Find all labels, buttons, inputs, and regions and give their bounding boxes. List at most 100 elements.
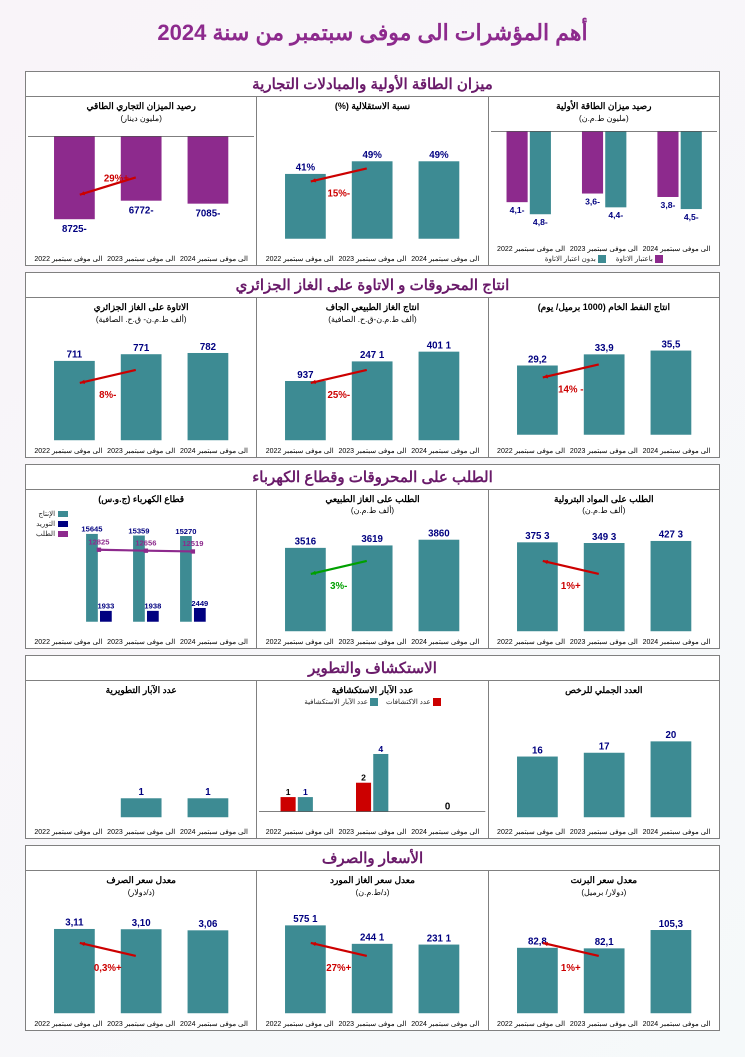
chart-cell: معدل سعر الغاز المورد (د/ط.م.ن) 1 2311 244…: [256, 871, 487, 1029]
chart-cell: معدل سعر البرنت(دولار/ برميل)105,382,182…: [488, 871, 719, 1029]
svg-text:-4,1: -4,1: [509, 205, 524, 215]
svg-text:1: 1: [205, 787, 211, 798]
chart-cell: رصيد ميزان الطاقة الأولية(مليون ط.م.ن)-3…: [488, 97, 719, 265]
x-label: الى موفى سبتمبر 2022: [32, 828, 105, 836]
chart-subtitle: (ألف ط.م.ن): [259, 506, 485, 515]
x-axis-labels: الى موفى سبتمبر 2024الى موفى سبتمبر 2023…: [28, 826, 254, 836]
chart-title: رصيد الميزان التجاري الطاقي: [28, 101, 254, 112]
chart-legend: باعتبار الاتاوةبدون اعتبار الاتاوة: [491, 253, 717, 263]
chart-row: انتاج النفط الخام (1000 برميل/ يوم)35,53…: [26, 298, 719, 456]
x-label: الى موفى سبتمبر 2024: [640, 245, 713, 253]
chart-subtitle: (دولار/ برميل): [491, 888, 717, 897]
x-label: الى موفى سبتمبر 2023: [105, 828, 178, 836]
chart-title: الطلب على الغاز الطبيعي: [259, 494, 485, 505]
section: انتاج المحروقات و الاتاوة على الغاز الجز…: [25, 272, 720, 457]
svg-text:2: 2: [361, 772, 366, 782]
svg-text:1: 1: [303, 787, 308, 797]
svg-text:1938: 1938: [144, 602, 161, 611]
section: ميزان الطاقة الأولية والمبادلات التجارية…: [25, 71, 720, 266]
chart-body: 3 4273 3493 375+1%: [491, 517, 717, 636]
x-axis-labels: الى موفى سبتمبر 2024الى موفى سبتمبر 2023…: [259, 445, 485, 455]
x-label: الى موفى سبتمبر 2022: [263, 828, 336, 836]
x-label: الى موفى سبتمبر 2022: [263, 255, 336, 263]
chart-body: 782771711-8%: [28, 326, 254, 445]
chart-cell: العدد الجملي للرخص201716الى موفى سبتمبر …: [488, 681, 719, 838]
svg-text:937: 937: [298, 370, 314, 381]
svg-text:-4,5: -4,5: [683, 212, 698, 222]
chart-row: الطلب على المواد البترولية(ألف ط.م.ن)3 4…: [26, 490, 719, 648]
svg-text:12519: 12519: [182, 540, 203, 549]
x-label: الى موفى سبتمبر 2022: [32, 255, 105, 263]
chart-title: معدل سعر الغاز المورد: [259, 875, 485, 886]
x-axis-labels: الى موفى سبتمبر 2024الى موفى سبتمبر 2023…: [28, 445, 254, 455]
x-label: الى موفى سبتمبر 2023: [336, 447, 409, 455]
x-label: الى موفى سبتمبر 2023: [567, 447, 640, 455]
svg-text:49%: 49%: [430, 150, 450, 161]
chart-body: 3,063,103,11+0,3%: [28, 899, 254, 1018]
svg-text:3619: 3619: [362, 535, 384, 546]
svg-text:3516: 3516: [295, 537, 317, 548]
chart-subtitle: (مليون دينار): [28, 114, 254, 123]
x-label: الى موفى سبتمبر 2024: [409, 447, 482, 455]
chart-cell: نسبة الاستقلالية (%)49%49%41%-15%الى موف…: [256, 97, 487, 265]
chart-body: 1 2311 2441 575+27%: [259, 899, 485, 1018]
sections-container: ميزان الطاقة الأولية والمبادلات التجارية…: [25, 71, 720, 1031]
chart-body: -3,8-4,5-3,6-4,4-4,1-4,8: [491, 125, 717, 244]
chart-body: 1 4011 247937-25%: [259, 326, 485, 445]
svg-text:3 427: 3 427: [658, 530, 683, 541]
svg-text:16: 16: [532, 745, 543, 756]
x-label: الى موفى سبتمبر 2022: [263, 447, 336, 455]
x-label: الى موفى سبتمبر 2024: [409, 1020, 482, 1028]
chart-cell: الطلب على المواد البترولية(ألف ط.م.ن)3 4…: [488, 490, 719, 648]
svg-text:1: 1: [138, 787, 144, 798]
x-label: الى موفى سبتمبر 2024: [178, 447, 251, 455]
svg-text:+29%: +29%: [104, 174, 129, 185]
chart-subtitle: (مليون ط.م.ن): [491, 114, 717, 123]
x-axis-labels: الى موفى سبتمبر 2024الى موفى سبتمبر 2023…: [259, 826, 485, 836]
chart-cell: الاتاوة على الغاز الجزائري(ألف ط.م.ن- ق.…: [26, 298, 256, 456]
x-label: الى موفى سبتمبر 2024: [178, 255, 251, 263]
x-axis-labels: الى موفى سبتمبر 2024الى موفى سبتمبر 2023…: [259, 253, 485, 263]
x-label: الى موفى سبتمبر 2023: [105, 1020, 178, 1028]
svg-text:-25%: -25%: [328, 390, 351, 401]
x-axis-labels: الى موفى سبتمبر 2024الى موفى سبتمبر 2023…: [28, 253, 254, 263]
legend-item: الطلب: [30, 530, 68, 538]
legend-item: عدد الآبار الاستكشافية: [304, 698, 378, 706]
chart-subtitle: (د/ط.م.ن): [259, 888, 485, 897]
chart-title: عدد الآبار الاستكشافية: [259, 685, 485, 696]
section-title: انتاج المحروقات و الاتاوة على الغاز الجز…: [26, 273, 719, 298]
svg-text:-15%: -15%: [328, 188, 351, 199]
svg-text:-6772: -6772: [129, 205, 154, 216]
chart-legend: عدد الاكتشافات عدد الآبار الاستكشافية: [259, 698, 485, 706]
svg-text:49%: 49%: [363, 150, 383, 161]
page: أهم المؤشرات الى موفى سبتمبر من سنة 2024…: [0, 0, 745, 1057]
svg-text:711: 711: [67, 350, 83, 361]
svg-text:4: 4: [379, 744, 384, 754]
x-label: الى موفى سبتمبر 2024: [409, 638, 482, 646]
svg-text:12825: 12825: [88, 538, 109, 547]
svg-text:- 14%: - 14%: [558, 385, 583, 396]
chart-title: العدد الجملي للرخص: [491, 685, 717, 696]
svg-text:15359: 15359: [128, 527, 149, 536]
x-label: الى موفى سبتمبر 2024: [178, 828, 251, 836]
svg-text:-4,8: -4,8: [533, 217, 548, 227]
svg-text:-8%: -8%: [99, 390, 116, 401]
x-label: الى موفى سبتمبر 2022: [32, 447, 105, 455]
chart-title: رصيد ميزان الطاقة الأولية: [491, 101, 717, 112]
chart-title: قطاع الكهرباء (ج.و.س): [28, 494, 254, 505]
svg-text:20: 20: [665, 730, 676, 741]
x-axis-labels: الى موفى سبتمبر 2024الى موفى سبتمبر 2023…: [28, 636, 254, 646]
section-title: الاستكشاف والتطوير: [26, 656, 719, 681]
svg-text:15270: 15270: [175, 527, 196, 536]
x-label: الى موفى سبتمبر 2023: [567, 638, 640, 646]
chart-cell: قطاع الكهرباء (ج.و.س)1527024491535919381…: [26, 490, 256, 648]
x-label: الى موفى سبتمبر 2024: [178, 1020, 251, 1028]
svg-text:1933: 1933: [97, 602, 114, 611]
chart-body: 201716: [491, 698, 717, 827]
svg-text:+1%: +1%: [561, 581, 581, 592]
x-label: الى موفى سبتمبر 2022: [495, 447, 568, 455]
x-axis-labels: الى موفى سبتمبر 2024الى موفى سبتمبر 2023…: [28, 1018, 254, 1028]
svg-text:82,1: 82,1: [594, 937, 613, 948]
legend-item: عدد الاكتشافات: [386, 698, 441, 706]
svg-text:1 244: 1 244: [360, 933, 385, 944]
